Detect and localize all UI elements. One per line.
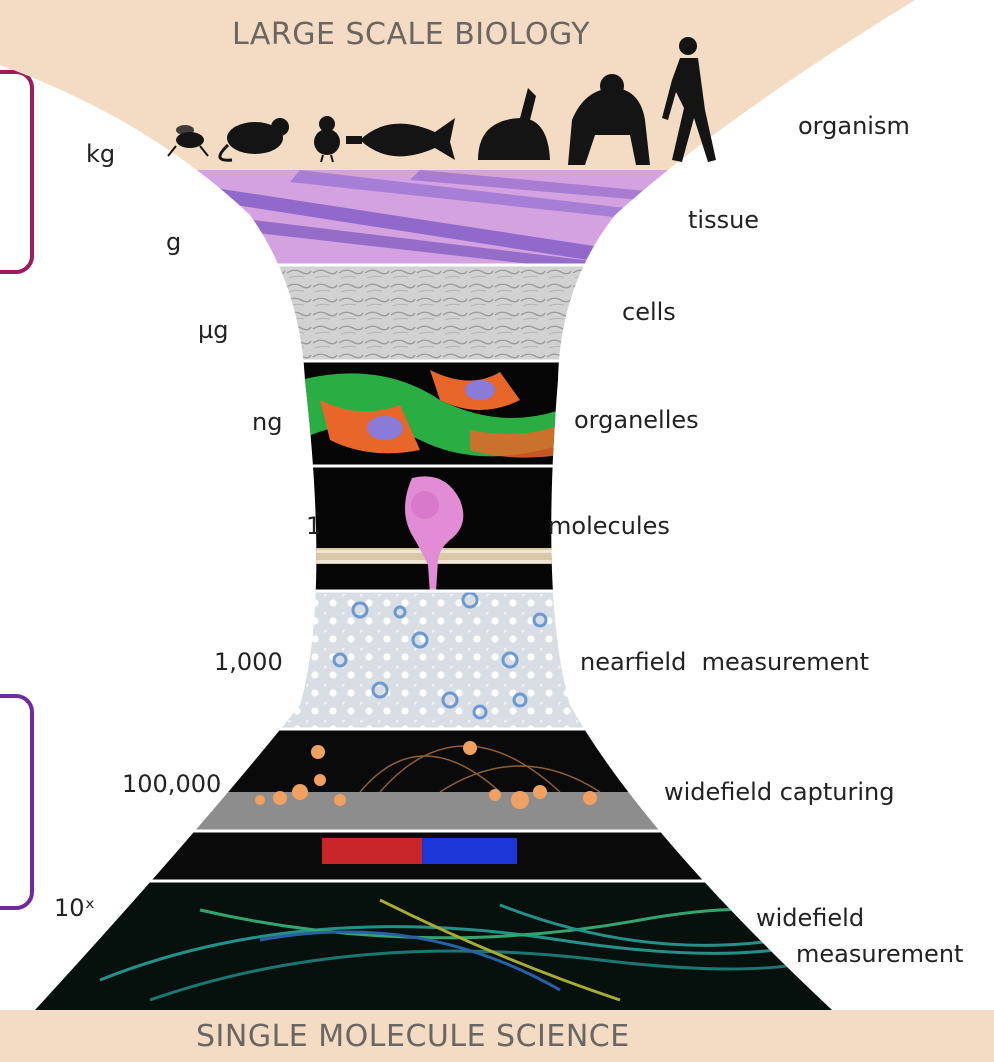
scale-label-10x: 10ˣ: [54, 894, 96, 922]
nearfield-rings: [332, 591, 548, 720]
level-label-molecules: molecules: [548, 512, 670, 540]
scale-label-ug: µg: [198, 316, 229, 344]
cells-band: [0, 265, 915, 360]
bottom-band: [0, 1010, 994, 1062]
top-banner: LARGE SCALE BIOLOGY: [232, 17, 591, 52]
level-label-measurement: measurement: [796, 940, 964, 968]
rabbit-icon: [478, 88, 550, 160]
scale-label-g: g: [166, 228, 182, 256]
level-label-tissue: tissue: [688, 206, 760, 234]
red-bar: [322, 838, 422, 864]
scale-label-1: 1: [306, 512, 322, 540]
organism-row: [167, 37, 716, 165]
mouse-icon: [218, 118, 289, 162]
fish-icon: [346, 118, 455, 160]
molecules-band: [0, 467, 915, 590]
particles: [255, 741, 597, 809]
level-label-widefield: widefield: [756, 904, 865, 932]
chick-icon: [314, 116, 340, 163]
molecule-shape: [405, 476, 464, 594]
level-label-nearfield: nearfield measurement: [580, 648, 870, 676]
scale-label-ng: ng: [252, 408, 283, 436]
scale-label-100000: 100,000: [122, 770, 222, 798]
blue-bar: [422, 838, 517, 864]
side-box-bottom: [0, 694, 34, 910]
organelles-texture: [300, 370, 560, 458]
fly-icon: [167, 125, 209, 157]
side-box-top: [0, 70, 34, 274]
tissue-texture: [140, 170, 700, 272]
level-label-widefield-capturing: widefield capturing: [664, 778, 895, 806]
level-label-organelles: organelles: [574, 406, 699, 434]
human-icon: [662, 37, 716, 162]
membrane: [0, 548, 915, 564]
scale-label-1000: 1,000: [214, 648, 283, 676]
scale-label-kg: kg: [86, 140, 116, 168]
level-label-organism: organism: [798, 112, 910, 140]
bottom-banner: SINGLE MOLECULE SCIENCE: [196, 1019, 630, 1054]
level-label-cells: cells: [622, 298, 676, 326]
gorilla-icon: [568, 74, 650, 165]
